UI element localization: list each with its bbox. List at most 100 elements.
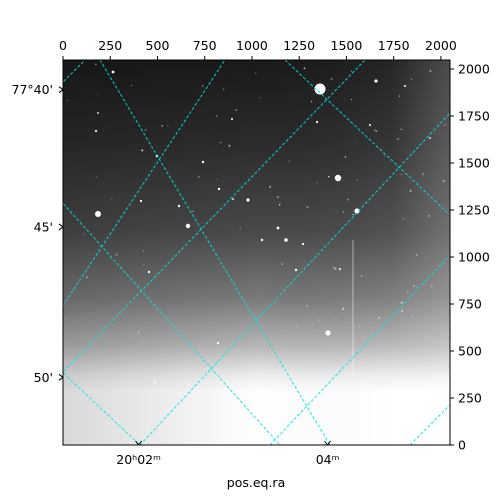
faint-star bbox=[223, 150, 225, 152]
faint-star bbox=[340, 312, 342, 314]
faint-star bbox=[429, 70, 432, 72]
pixel-axis-right: 0 250 500 750 1000 1250 1500 1750 2000 bbox=[450, 62, 490, 453]
top-tick-label: 2000 bbox=[425, 38, 457, 53]
faint-star bbox=[344, 156, 347, 158]
bottom-tick bbox=[135, 440, 139, 446]
star bbox=[284, 238, 288, 242]
star bbox=[315, 120, 319, 124]
top-tick-label: 1250 bbox=[283, 38, 315, 53]
astronomical-image bbox=[63, 60, 450, 445]
star bbox=[369, 124, 371, 126]
faint-star bbox=[198, 176, 200, 178]
star bbox=[260, 238, 264, 242]
faint-star bbox=[361, 275, 363, 277]
star bbox=[325, 330, 331, 336]
faint-star bbox=[137, 331, 140, 334]
right-tick-label: 750 bbox=[458, 297, 482, 312]
faint-star bbox=[425, 257, 427, 259]
star bbox=[139, 199, 143, 203]
star bbox=[246, 198, 250, 202]
star bbox=[95, 211, 101, 217]
right-tick-label: 1500 bbox=[458, 156, 490, 171]
star bbox=[94, 129, 98, 133]
faint-star bbox=[400, 301, 403, 304]
faint-star bbox=[144, 129, 147, 131]
faint-star bbox=[413, 285, 415, 287]
faint-star bbox=[422, 173, 424, 175]
faint-star bbox=[167, 125, 169, 127]
faint-star bbox=[367, 306, 369, 308]
faint-star bbox=[201, 85, 204, 87]
faint-star bbox=[347, 198, 349, 201]
faint-star bbox=[352, 213, 355, 216]
left-tick bbox=[58, 376, 64, 381]
faint-star bbox=[342, 306, 344, 308]
left-tick bbox=[58, 86, 64, 91]
grid-line bbox=[284, 60, 450, 216]
faint-star bbox=[215, 115, 218, 117]
right-tick-label: 1750 bbox=[458, 109, 490, 124]
faint-star bbox=[400, 173, 402, 175]
world-axis-left: 77°40' 45' 50' bbox=[12, 82, 64, 385]
world-axis-bottom: 20ʰ02ᵐ 04ᵐ bbox=[116, 440, 340, 467]
faint-star bbox=[228, 144, 231, 147]
faint-star bbox=[402, 218, 404, 220]
faint-star bbox=[276, 196, 279, 199]
star bbox=[334, 174, 342, 182]
star bbox=[147, 270, 151, 274]
top-tick-label: 500 bbox=[146, 38, 170, 53]
faint-star bbox=[342, 308, 345, 311]
right-tick-label: 1250 bbox=[458, 203, 490, 218]
star bbox=[177, 204, 181, 208]
star bbox=[111, 70, 115, 74]
grid-line bbox=[409, 404, 450, 445]
faint-star bbox=[235, 109, 238, 111]
faint-star bbox=[401, 309, 404, 312]
faint-star bbox=[96, 176, 97, 178]
bottom-tick bbox=[324, 440, 328, 446]
faint-star bbox=[411, 315, 414, 317]
star-field bbox=[66, 63, 446, 383]
faint-star bbox=[400, 128, 402, 130]
faint-star bbox=[95, 63, 97, 66]
left-tick bbox=[58, 89, 64, 94]
dec-tick-label: 77°40' bbox=[12, 82, 54, 97]
faint-star bbox=[316, 182, 318, 184]
faint-star bbox=[351, 70, 353, 72]
faint-star bbox=[329, 312, 331, 314]
grid-line bbox=[269, 254, 450, 445]
star bbox=[301, 242, 305, 246]
star bbox=[185, 223, 191, 229]
faint-star bbox=[143, 263, 145, 265]
left-tick bbox=[58, 223, 64, 228]
faint-star bbox=[397, 138, 399, 140]
faint-star bbox=[281, 263, 283, 265]
faint-star bbox=[383, 155, 385, 157]
faint-star bbox=[115, 253, 118, 256]
left-tick bbox=[58, 373, 64, 378]
faint-star bbox=[377, 316, 380, 319]
star bbox=[404, 85, 406, 87]
grid-line bbox=[63, 60, 86, 83]
faint-star bbox=[372, 333, 374, 335]
ra-tick-label: 04ᵐ bbox=[316, 452, 340, 467]
star bbox=[354, 208, 360, 214]
faint-star bbox=[410, 78, 413, 80]
faint-star bbox=[342, 211, 344, 213]
faint-star bbox=[303, 67, 306, 70]
x-axis-label: pos.eq.ra bbox=[227, 475, 285, 490]
grid-line bbox=[63, 372, 141, 445]
faint-star bbox=[232, 198, 234, 200]
axes-frame bbox=[62, 59, 451, 446]
right-tick-label: 0 bbox=[458, 438, 466, 453]
grid-line bbox=[63, 60, 366, 373]
faint-star bbox=[334, 267, 337, 270]
star bbox=[231, 118, 233, 120]
star bbox=[374, 79, 378, 83]
faint-star bbox=[66, 99, 69, 102]
faint-star bbox=[288, 160, 290, 162]
faint-star bbox=[409, 189, 412, 192]
ra-tick-label: 20ʰ02ᵐ bbox=[116, 452, 161, 467]
right-tick-label: 250 bbox=[458, 391, 482, 406]
faint-star bbox=[375, 130, 378, 132]
